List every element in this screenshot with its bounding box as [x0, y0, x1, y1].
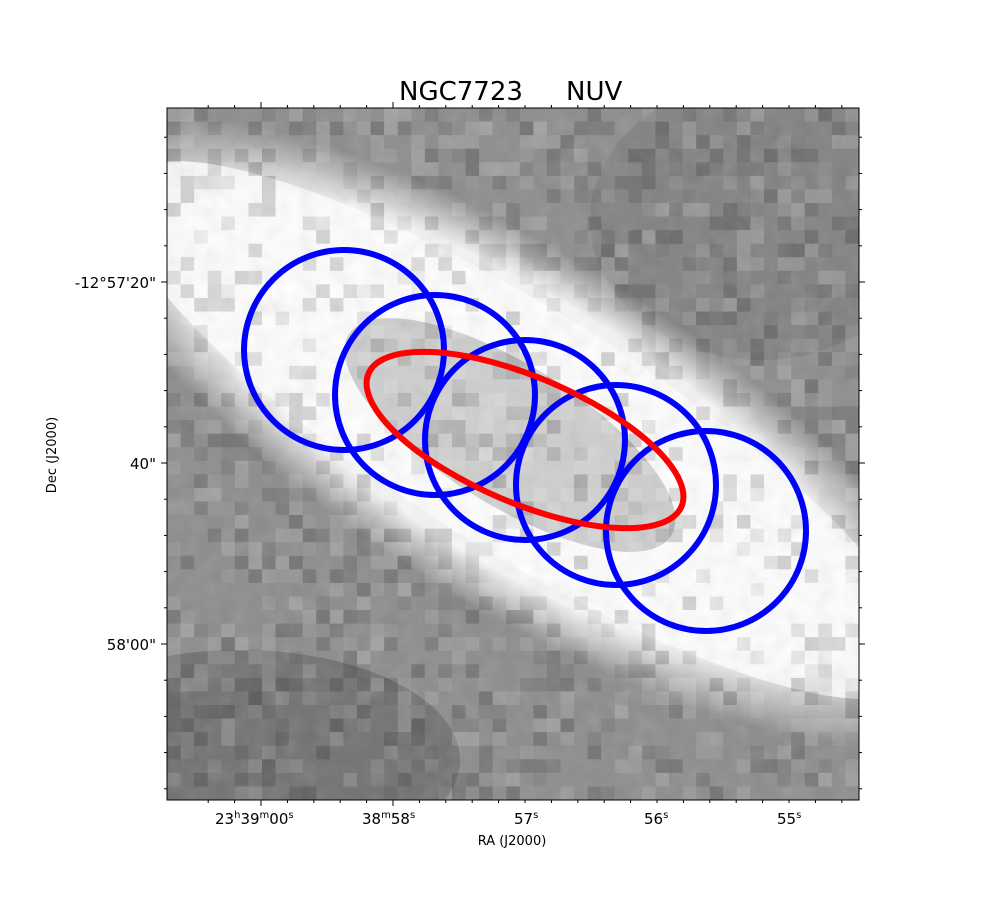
- aperture-circle: [513, 382, 719, 588]
- nuv-image: [167, 108, 859, 800]
- aperture-circle: [332, 292, 538, 498]
- ra-tick-label: 56s: [644, 810, 668, 828]
- aperture-circle: [603, 428, 809, 634]
- dec-tick-label: 40": [130, 455, 156, 473]
- axis-ticks: [161, 102, 865, 806]
- dec-tick-label: -12°57'20": [75, 274, 156, 292]
- ra-tick-label: 55s: [777, 810, 801, 828]
- x-axis-label: RA (J2000): [478, 834, 547, 849]
- dec-tick-label: 58'00": [107, 636, 156, 654]
- axes-frame: [166, 107, 860, 801]
- ra-tick-label: 57s: [514, 810, 538, 828]
- aperture-overlays: [241, 247, 809, 634]
- ra-tick-label: 23h39m00s: [215, 810, 294, 828]
- title-object: NGC7723: [399, 77, 523, 107]
- galaxy-ellipse: [363, 348, 687, 532]
- ra-tick-label: 38m58s: [362, 810, 415, 828]
- title-band: NUV: [566, 77, 622, 107]
- y-axis-label: Dec (J2000): [45, 417, 60, 493]
- aperture-circle: [422, 337, 628, 543]
